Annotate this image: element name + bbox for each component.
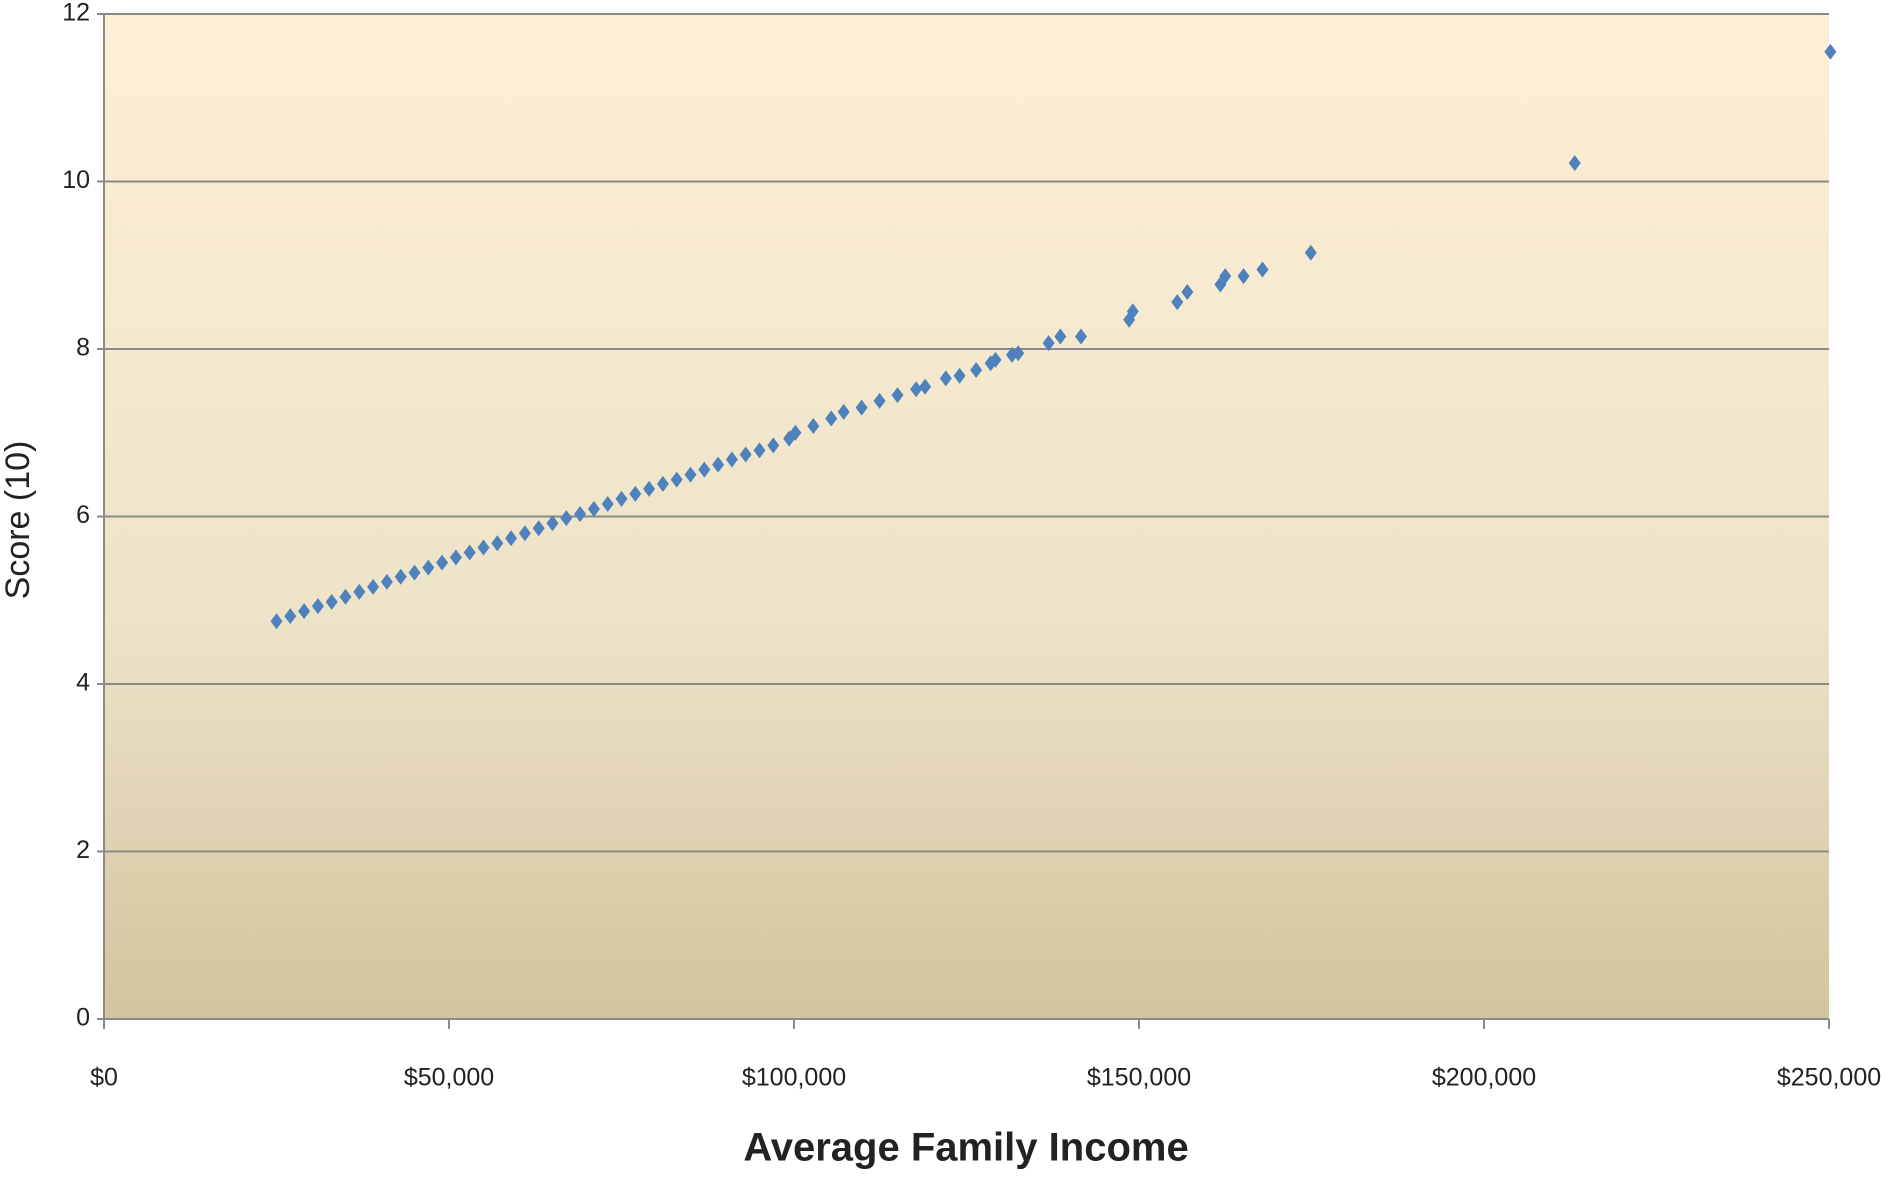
point [643,480,656,497]
point [1042,335,1055,352]
point [546,515,559,532]
point [560,510,573,527]
x-tick-label: $150,000 [1087,1064,1191,1092]
point [891,387,904,404]
y-tick-label: 0 [76,1004,90,1032]
point [1237,268,1250,285]
point [394,568,407,585]
point [298,603,311,620]
y-tick-label: 6 [76,501,90,529]
y-tick-label: 4 [76,669,90,697]
point [789,424,802,441]
x-tick-label: $50,000 [404,1064,494,1092]
point [1256,261,1269,278]
point [532,520,545,537]
point [837,403,850,420]
point [518,525,531,542]
x-tick-label: $200,000 [1432,1064,1536,1092]
x-axis-label: Average Family Income [743,1126,1188,1170]
point [753,442,766,459]
y-tick-label: 2 [76,836,90,864]
point [436,554,449,571]
point [601,495,614,512]
point [477,539,490,556]
point [670,471,683,488]
point [380,573,393,590]
point [1012,345,1025,362]
point [873,392,886,409]
point [339,588,352,605]
point [367,578,380,595]
point [1126,303,1139,320]
point [1054,328,1067,345]
point [284,608,297,625]
point [1304,244,1317,261]
point [422,559,435,576]
point [1568,155,1581,172]
point [353,583,366,600]
point [698,461,711,478]
point [656,475,669,492]
point [1075,328,1088,345]
point [408,564,421,581]
y-tick-label: 10 [62,166,90,194]
point [1181,284,1194,301]
point [910,381,923,398]
point [1171,294,1184,311]
point [825,410,838,427]
point [855,399,868,416]
x-tick-label: $250,000 [1777,1064,1881,1092]
point [463,544,476,561]
point [989,351,1002,368]
point [325,593,338,610]
point [270,613,283,630]
point [574,505,587,522]
x-tick-label: $0 [90,1064,118,1092]
y-tick-label: 8 [76,334,90,362]
point [953,367,966,384]
point [587,500,600,517]
y-axis-label: Score (10) [0,441,37,600]
point [491,535,504,552]
point [311,598,324,615]
point [505,530,518,547]
point [615,490,628,507]
point [1219,268,1232,285]
y-tick-label: 12 [62,0,90,27]
point [629,485,642,502]
point [919,378,932,395]
x-tick-label: $100,000 [742,1064,846,1092]
point [939,370,952,387]
point [767,437,780,454]
point [449,549,462,566]
point [739,446,752,463]
point [807,418,820,435]
point [970,361,983,378]
point [725,451,738,468]
point [684,466,697,483]
point [1824,43,1837,60]
point [712,456,725,473]
